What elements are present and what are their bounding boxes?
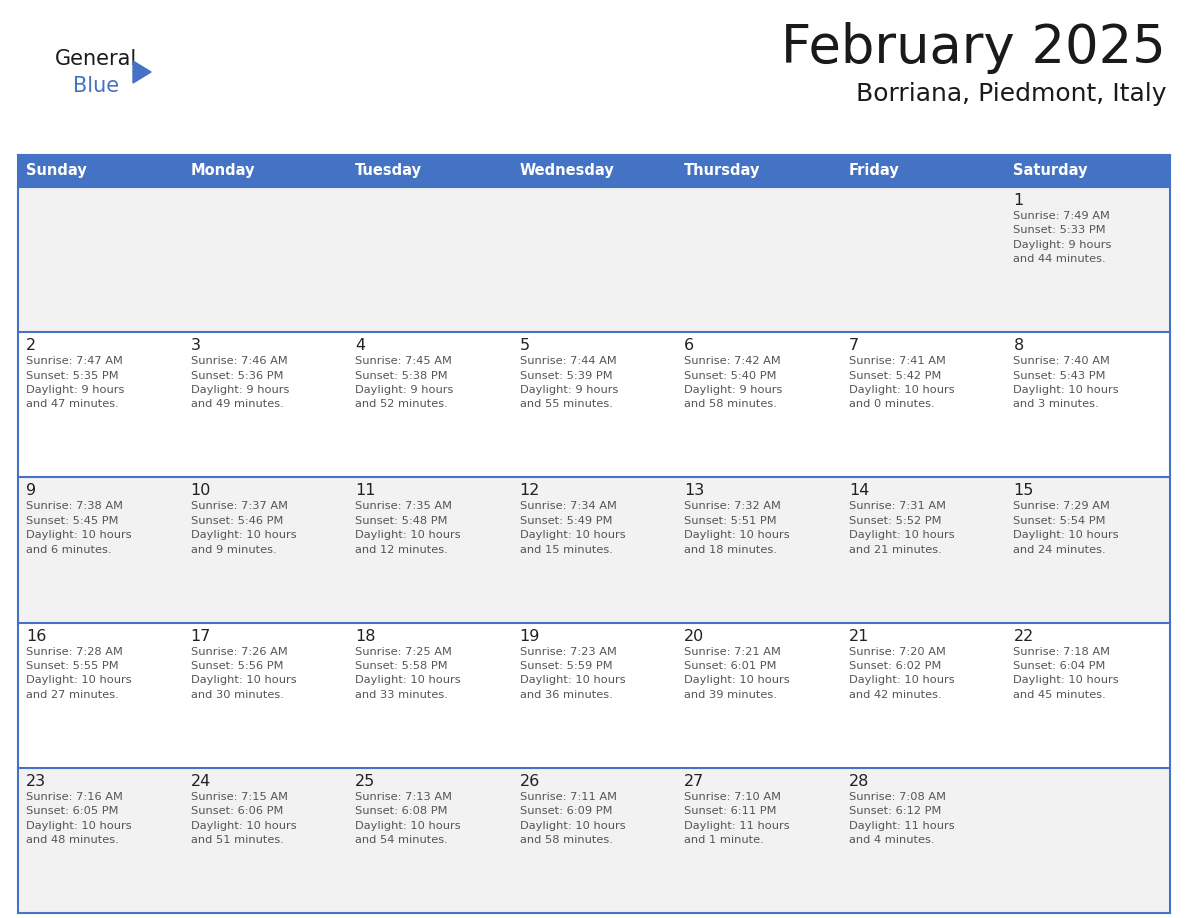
Text: 22: 22: [1013, 629, 1034, 644]
Bar: [676, 155, 841, 187]
Text: Sunrise: 7:34 AM
Sunset: 5:49 PM
Daylight: 10 hours
and 15 minutes.: Sunrise: 7:34 AM Sunset: 5:49 PM Dayligh…: [519, 501, 625, 554]
Text: 20: 20: [684, 629, 704, 644]
Text: General: General: [55, 49, 138, 69]
Text: Sunrise: 7:13 AM
Sunset: 6:08 PM
Daylight: 10 hours
and 54 minutes.: Sunrise: 7:13 AM Sunset: 6:08 PM Dayligh…: [355, 792, 461, 845]
Text: Sunrise: 7:20 AM
Sunset: 6:02 PM
Daylight: 10 hours
and 42 minutes.: Sunrise: 7:20 AM Sunset: 6:02 PM Dayligh…: [849, 646, 954, 700]
Text: 27: 27: [684, 774, 704, 789]
Text: Sunrise: 7:38 AM
Sunset: 5:45 PM
Daylight: 10 hours
and 6 minutes.: Sunrise: 7:38 AM Sunset: 5:45 PM Dayligh…: [26, 501, 132, 554]
Text: 5: 5: [519, 338, 530, 353]
Text: Sunrise: 7:46 AM
Sunset: 5:36 PM
Daylight: 9 hours
and 49 minutes.: Sunrise: 7:46 AM Sunset: 5:36 PM Dayligh…: [190, 356, 289, 409]
Text: Sunrise: 7:21 AM
Sunset: 6:01 PM
Daylight: 10 hours
and 39 minutes.: Sunrise: 7:21 AM Sunset: 6:01 PM Dayligh…: [684, 646, 790, 700]
Text: 3: 3: [190, 338, 201, 353]
Text: Wednesday: Wednesday: [519, 163, 614, 178]
Text: 25: 25: [355, 774, 375, 789]
Text: Sunrise: 7:44 AM
Sunset: 5:39 PM
Daylight: 9 hours
and 55 minutes.: Sunrise: 7:44 AM Sunset: 5:39 PM Dayligh…: [519, 356, 618, 409]
Text: Sunrise: 7:37 AM
Sunset: 5:46 PM
Daylight: 10 hours
and 9 minutes.: Sunrise: 7:37 AM Sunset: 5:46 PM Dayligh…: [190, 501, 296, 554]
Text: 24: 24: [190, 774, 210, 789]
Bar: [841, 155, 1005, 187]
Bar: [18, 622, 1170, 767]
Text: Sunrise: 7:16 AM
Sunset: 6:05 PM
Daylight: 10 hours
and 48 minutes.: Sunrise: 7:16 AM Sunset: 6:05 PM Dayligh…: [26, 792, 132, 845]
Text: Borriana, Piedmont, Italy: Borriana, Piedmont, Italy: [855, 82, 1165, 106]
Text: 17: 17: [190, 629, 211, 644]
Text: 16: 16: [26, 629, 46, 644]
Text: Sunrise: 7:25 AM
Sunset: 5:58 PM
Daylight: 10 hours
and 33 minutes.: Sunrise: 7:25 AM Sunset: 5:58 PM Dayligh…: [355, 646, 461, 700]
Text: Sunrise: 7:47 AM
Sunset: 5:35 PM
Daylight: 9 hours
and 47 minutes.: Sunrise: 7:47 AM Sunset: 5:35 PM Dayligh…: [26, 356, 125, 409]
Text: Sunrise: 7:08 AM
Sunset: 6:12 PM
Daylight: 11 hours
and 4 minutes.: Sunrise: 7:08 AM Sunset: 6:12 PM Dayligh…: [849, 792, 954, 845]
Text: 6: 6: [684, 338, 695, 353]
Bar: [18, 187, 1170, 332]
Text: 9: 9: [26, 484, 36, 498]
Text: February 2025: February 2025: [782, 22, 1165, 74]
Text: 1: 1: [1013, 193, 1024, 208]
Text: Tuesday: Tuesday: [355, 163, 422, 178]
Text: 26: 26: [519, 774, 541, 789]
Polygon shape: [133, 61, 151, 83]
Text: Sunrise: 7:10 AM
Sunset: 6:11 PM
Daylight: 11 hours
and 1 minute.: Sunrise: 7:10 AM Sunset: 6:11 PM Dayligh…: [684, 792, 790, 845]
Text: 7: 7: [849, 338, 859, 353]
Text: Monday: Monday: [190, 163, 255, 178]
Text: Blue: Blue: [72, 76, 119, 96]
Text: Sunrise: 7:40 AM
Sunset: 5:43 PM
Daylight: 10 hours
and 3 minutes.: Sunrise: 7:40 AM Sunset: 5:43 PM Dayligh…: [1013, 356, 1119, 409]
Text: 8: 8: [1013, 338, 1024, 353]
Text: Sunrise: 7:28 AM
Sunset: 5:55 PM
Daylight: 10 hours
and 27 minutes.: Sunrise: 7:28 AM Sunset: 5:55 PM Dayligh…: [26, 646, 132, 700]
Text: 2: 2: [26, 338, 36, 353]
Text: 28: 28: [849, 774, 870, 789]
Text: Sunrise: 7:18 AM
Sunset: 6:04 PM
Daylight: 10 hours
and 45 minutes.: Sunrise: 7:18 AM Sunset: 6:04 PM Dayligh…: [1013, 646, 1119, 700]
Text: Sunrise: 7:49 AM
Sunset: 5:33 PM
Daylight: 9 hours
and 44 minutes.: Sunrise: 7:49 AM Sunset: 5:33 PM Dayligh…: [1013, 211, 1112, 264]
Text: 12: 12: [519, 484, 541, 498]
Bar: [18, 155, 183, 187]
Text: Sunrise: 7:35 AM
Sunset: 5:48 PM
Daylight: 10 hours
and 12 minutes.: Sunrise: 7:35 AM Sunset: 5:48 PM Dayligh…: [355, 501, 461, 554]
Bar: [18, 332, 1170, 477]
Text: 23: 23: [26, 774, 46, 789]
Text: Sunrise: 7:32 AM
Sunset: 5:51 PM
Daylight: 10 hours
and 18 minutes.: Sunrise: 7:32 AM Sunset: 5:51 PM Dayligh…: [684, 501, 790, 554]
Text: 11: 11: [355, 484, 375, 498]
Text: Sunrise: 7:45 AM
Sunset: 5:38 PM
Daylight: 9 hours
and 52 minutes.: Sunrise: 7:45 AM Sunset: 5:38 PM Dayligh…: [355, 356, 454, 409]
Text: Sunday: Sunday: [26, 163, 87, 178]
Text: Sunrise: 7:11 AM
Sunset: 6:09 PM
Daylight: 10 hours
and 58 minutes.: Sunrise: 7:11 AM Sunset: 6:09 PM Dayligh…: [519, 792, 625, 845]
Text: Friday: Friday: [849, 163, 899, 178]
Bar: [1005, 155, 1170, 187]
Text: Sunrise: 7:41 AM
Sunset: 5:42 PM
Daylight: 10 hours
and 0 minutes.: Sunrise: 7:41 AM Sunset: 5:42 PM Dayligh…: [849, 356, 954, 409]
Text: 10: 10: [190, 484, 211, 498]
Text: 15: 15: [1013, 484, 1034, 498]
Text: 4: 4: [355, 338, 365, 353]
Text: 18: 18: [355, 629, 375, 644]
Text: Sunrise: 7:31 AM
Sunset: 5:52 PM
Daylight: 10 hours
and 21 minutes.: Sunrise: 7:31 AM Sunset: 5:52 PM Dayligh…: [849, 501, 954, 554]
Text: 14: 14: [849, 484, 870, 498]
Text: Sunrise: 7:26 AM
Sunset: 5:56 PM
Daylight: 10 hours
and 30 minutes.: Sunrise: 7:26 AM Sunset: 5:56 PM Dayligh…: [190, 646, 296, 700]
Bar: [512, 155, 676, 187]
Text: 21: 21: [849, 629, 870, 644]
Text: 19: 19: [519, 629, 541, 644]
Text: Sunrise: 7:42 AM
Sunset: 5:40 PM
Daylight: 9 hours
and 58 minutes.: Sunrise: 7:42 AM Sunset: 5:40 PM Dayligh…: [684, 356, 783, 409]
Text: Saturday: Saturday: [1013, 163, 1088, 178]
Bar: [18, 767, 1170, 913]
Bar: [183, 155, 347, 187]
Bar: [18, 477, 1170, 622]
Text: 13: 13: [684, 484, 704, 498]
Text: Sunrise: 7:29 AM
Sunset: 5:54 PM
Daylight: 10 hours
and 24 minutes.: Sunrise: 7:29 AM Sunset: 5:54 PM Dayligh…: [1013, 501, 1119, 554]
Bar: [347, 155, 512, 187]
Text: Sunrise: 7:15 AM
Sunset: 6:06 PM
Daylight: 10 hours
and 51 minutes.: Sunrise: 7:15 AM Sunset: 6:06 PM Dayligh…: [190, 792, 296, 845]
Text: Thursday: Thursday: [684, 163, 760, 178]
Text: Sunrise: 7:23 AM
Sunset: 5:59 PM
Daylight: 10 hours
and 36 minutes.: Sunrise: 7:23 AM Sunset: 5:59 PM Dayligh…: [519, 646, 625, 700]
